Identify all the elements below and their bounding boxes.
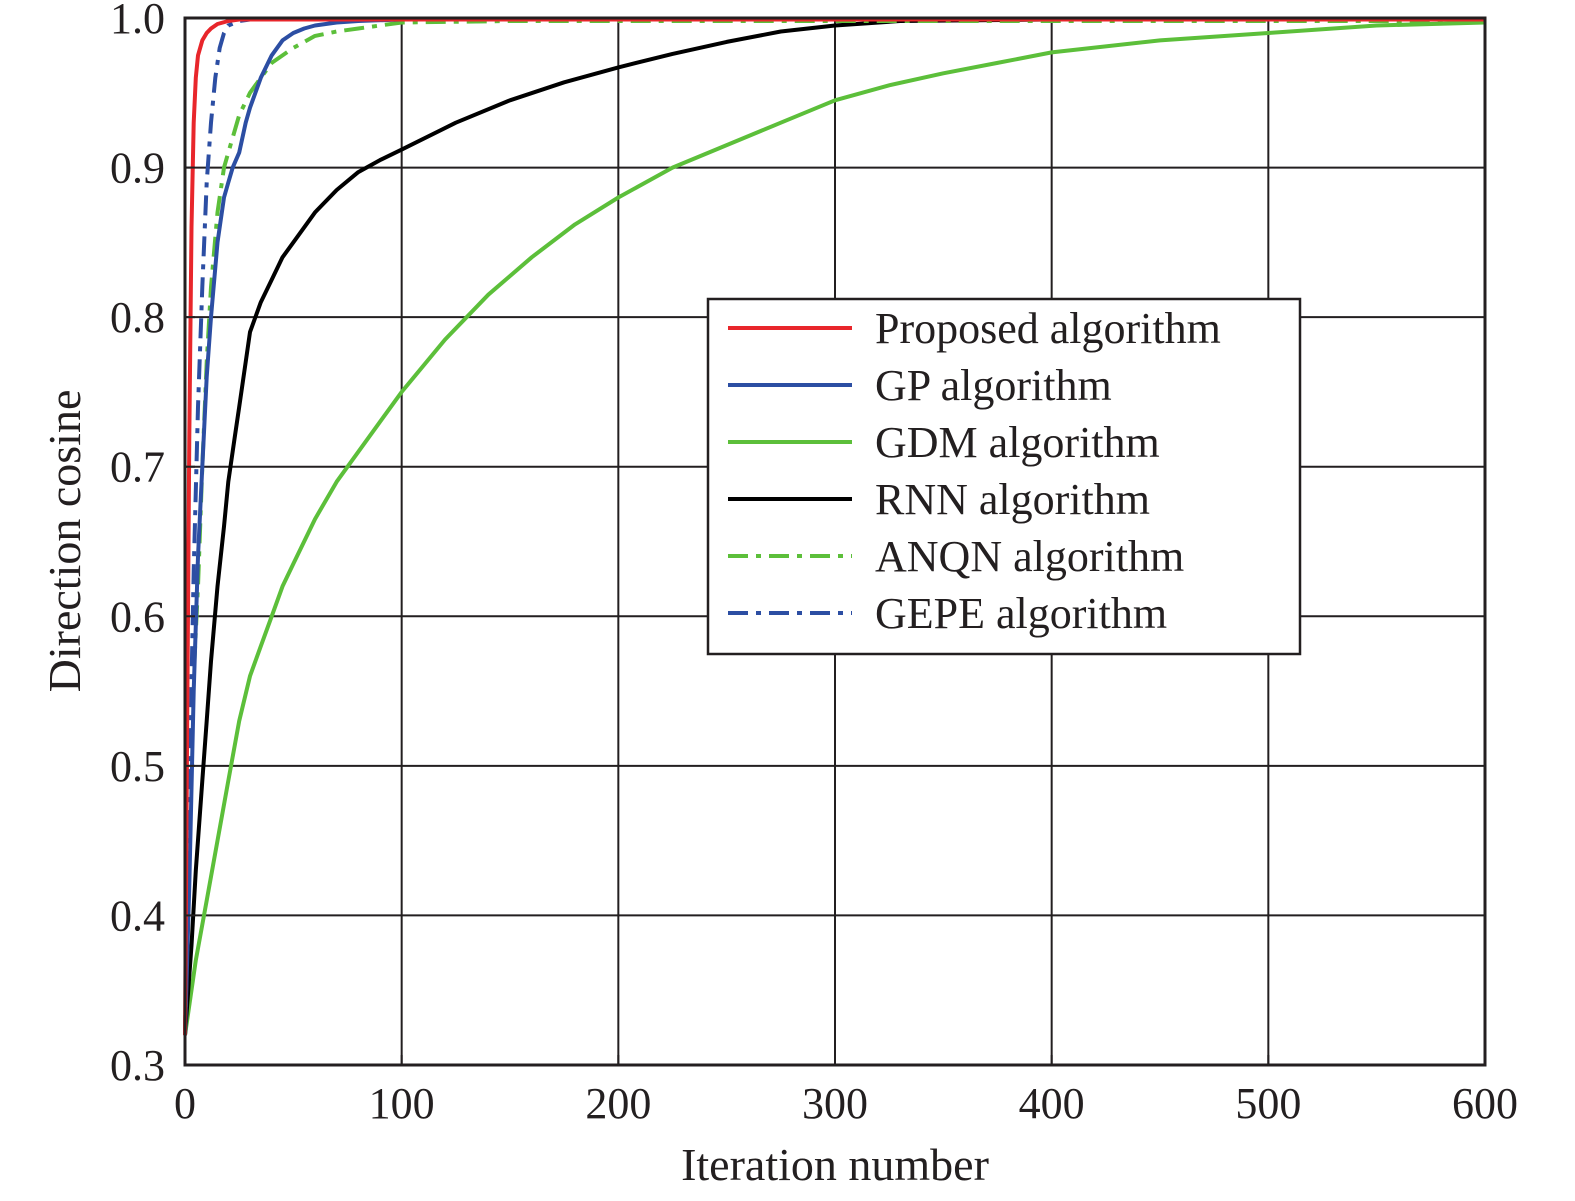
legend-label: GP algorithm — [875, 361, 1112, 410]
y-tick-label: 0.9 — [110, 144, 165, 193]
series-line-rnn-algorithm — [183, 17, 1485, 1036]
y-axis-title: Direction cosine — [39, 390, 90, 693]
y-tick-label: 0.3 — [110, 1041, 165, 1090]
x-tick-label: 200 — [585, 1079, 651, 1128]
x-tick-label: 600 — [1452, 1079, 1518, 1128]
legend-box — [706, 297, 1302, 656]
y-tick-label: 0.6 — [110, 592, 165, 641]
series-line-gdm-algorithm — [183, 20, 1486, 1036]
legend-label: RNN algorithm — [875, 475, 1150, 524]
x-axis-ticks: 0 100 200 300 400 500 600 — [174, 1055, 1518, 1128]
y-tick-label: 0.5 — [110, 742, 165, 791]
x-tick-label: 300 — [802, 1079, 868, 1128]
legend-label: GDM algorithm — [875, 418, 1160, 467]
x-tick-label: 100 — [369, 1079, 435, 1128]
x-tick-label: 400 — [1019, 1079, 1085, 1128]
y-axis-ticks: 0.3 0.4 0.5 0.6 0.7 0.8 0.9 1.0 — [110, 0, 195, 1090]
y-tick-label: 1.0 — [110, 0, 165, 43]
legend-label: ANQN algorithm — [875, 532, 1184, 581]
x-axis-title: Iteration number — [681, 1139, 989, 1190]
x-tick-label: 500 — [1235, 1079, 1301, 1128]
y-tick-label: 0.8 — [110, 293, 165, 342]
legend-label: GEPE algorithm — [875, 589, 1167, 638]
y-tick-label: 0.4 — [110, 891, 165, 940]
y-tick-label: 0.7 — [110, 443, 165, 492]
legend-label: Proposed algorithm — [875, 304, 1221, 353]
legend: Proposed algorithm GP algorithm GDM algori… — [706, 297, 1302, 656]
x-tick-label: 0 — [174, 1079, 196, 1128]
